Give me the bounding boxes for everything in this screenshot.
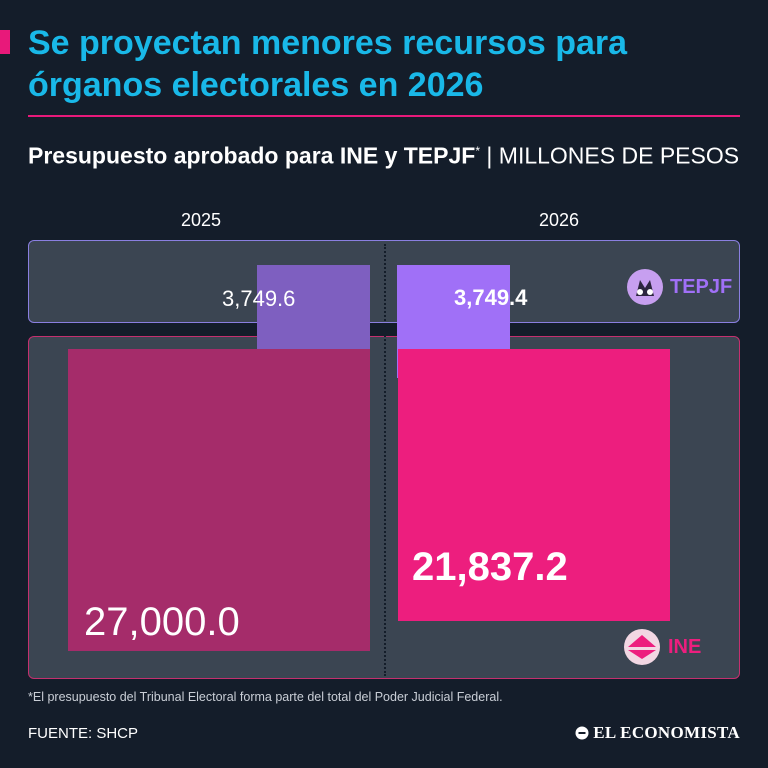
subtitle-separator: | xyxy=(486,142,493,169)
tepjf-2026-value: 3,749.4 xyxy=(454,285,528,310)
year-label-2025: 2025 xyxy=(181,210,222,230)
footnote: *El presupuesto del Tribunal Electoral f… xyxy=(28,690,503,704)
ine-2025-value: 27,000.0 xyxy=(84,600,240,644)
ine-logo-text: INE xyxy=(668,635,702,658)
ine-logo: INE xyxy=(622,628,701,666)
ine-2025-bar xyxy=(68,349,370,651)
ine-mark-icon xyxy=(624,629,660,665)
source: FUENTE: SHCP xyxy=(28,725,139,742)
brand-text: EL ECONOMISTA xyxy=(593,723,740,742)
subtitle-footnote-mark: * xyxy=(475,144,481,158)
ine-2026-bar xyxy=(398,349,670,621)
tepjf-2025-value: 3,749.6 xyxy=(222,286,296,311)
tepjf-seal-icon xyxy=(627,269,663,305)
subtitle-main: Presupuesto aprobado para INE y TEPJF xyxy=(28,142,476,169)
page-title: Se proyectan menores recursos para órgan… xyxy=(28,24,628,104)
subtitle-units: MILLONES DE PESOS xyxy=(498,142,740,169)
accent-bar xyxy=(0,30,10,54)
ine-2026-value: 21,837.2 xyxy=(412,545,568,589)
chart-subtitle: Presupuesto aprobado para INE y TEPJF* |… xyxy=(28,136,748,171)
title-divider xyxy=(28,115,740,117)
brand-e-icon xyxy=(575,726,589,740)
brand-logo: EL ECONOMISTA xyxy=(575,723,740,743)
year-divider xyxy=(384,244,386,676)
tepjf-logo-text: TEPJF xyxy=(670,275,733,298)
year-label-2026: 2026 xyxy=(539,210,580,230)
tepjf-logo: TEPJF xyxy=(626,268,732,306)
